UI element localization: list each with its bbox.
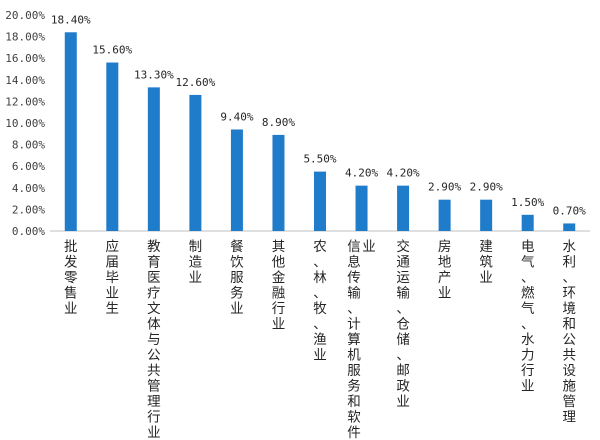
- y-tick-label: 4.00%: [12, 182, 45, 195]
- x-category-label: 交通运输、仓储、邮政业: [396, 238, 410, 410]
- y-tick-label: 6.00%: [12, 160, 45, 173]
- bar: [64, 32, 77, 231]
- bar: [189, 94, 202, 231]
- x-category-label: 制造业: [189, 239, 203, 286]
- data-label: 4.20%: [387, 167, 420, 180]
- y-tick-label: 10.00%: [5, 117, 45, 130]
- x-category-label: 餐饮服务业: [230, 239, 244, 317]
- bar: [480, 199, 493, 231]
- data-label: 2.90%: [428, 181, 461, 194]
- data-label: 0.70%: [553, 204, 586, 217]
- data-labels: 18.40% 15.60%13.30%12.60% 9.40% 8.90% 5.50% 4…: [51, 13, 586, 217]
- bar: [563, 223, 576, 231]
- y-tick-label: 0.00%: [12, 225, 45, 238]
- x-category-label: 批发零售业: [64, 239, 78, 317]
- data-label: 8.90%: [262, 116, 295, 129]
- x-category-label: 电气、燃气、水力行业: [521, 239, 535, 395]
- bar: [272, 134, 285, 231]
- bars: [64, 32, 576, 231]
- data-label: 9.40%: [220, 110, 253, 123]
- x-category-label: 建筑业: [479, 239, 493, 286]
- bar: [521, 214, 534, 231]
- data-label: 2.90%: [470, 181, 503, 194]
- bar: [147, 87, 160, 231]
- y-tick-label: 2.00%: [12, 203, 45, 216]
- bar: [230, 129, 243, 231]
- y-tick-label: 18.00%: [5, 31, 45, 44]
- category-labels: 批发零售业 应届毕业生 教育医疗文体与公共管理行业 制造业 餐饮服务业 其他金融行业 农、林…: [64, 238, 576, 440]
- bar: [355, 185, 368, 231]
- bar: [397, 185, 410, 231]
- y-axis: 0.00% 2.00% 4.00% 6.00% 8.00% 10.00% 12.00% 14.…: [5, 9, 45, 238]
- y-tick-label: 8.00%: [12, 139, 45, 152]
- data-label: 1.50%: [511, 196, 544, 209]
- x-category-label: 信息传输、计算机服务和软件业: [347, 239, 376, 440]
- data-label: 5.50%: [303, 153, 336, 166]
- x-category-label: 其他金融行业: [272, 239, 286, 333]
- bar: [438, 199, 451, 231]
- data-label: 4.20%: [345, 167, 378, 180]
- data-label: 18.40%: [51, 13, 91, 26]
- data-label: 12.60%: [176, 76, 216, 89]
- data-label: 13.30%: [134, 68, 174, 81]
- bar: [314, 171, 326, 231]
- x-category-label: 水利、环境和公共设施管理: [562, 239, 576, 426]
- x-category-label: 房地产业: [438, 239, 452, 302]
- y-tick-label: 14.00%: [5, 74, 45, 87]
- x-category-label: 应届毕业生: [106, 238, 120, 317]
- y-tick-label: 16.00%: [5, 52, 45, 65]
- y-tick-label: 12.00%: [5, 95, 45, 108]
- y-tick-label: 20.00%: [5, 9, 45, 22]
- x-category-label: 教育医疗文体与公共管理行业: [147, 239, 161, 440]
- x-category-label: 农、林、牧、渔业: [313, 239, 327, 364]
- bar: [106, 62, 119, 231]
- data-label: 15.60%: [92, 44, 132, 57]
